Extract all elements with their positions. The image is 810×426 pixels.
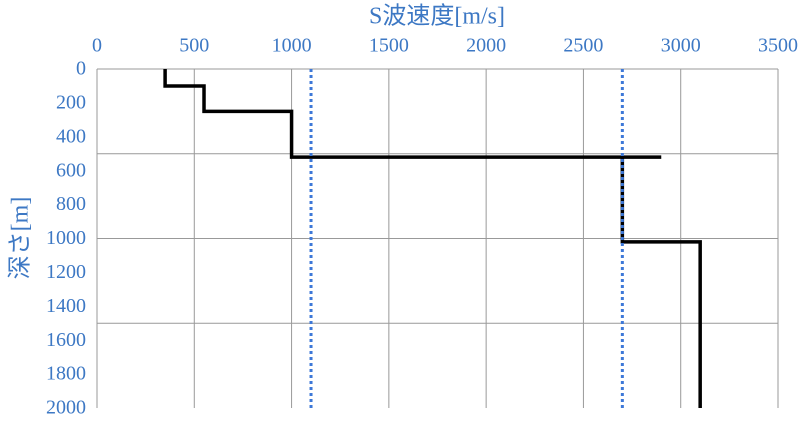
y-tick-label: 1400 (46, 295, 86, 317)
y-tick-label: 1200 (46, 261, 86, 283)
x-tick-label: 3500 (758, 35, 798, 57)
x-tick-label: 1000 (272, 35, 312, 57)
y-tick-label: 1800 (46, 363, 86, 385)
y-axis-title: 深さ[m] (7, 197, 34, 280)
x-tick-label: 2000 (466, 35, 506, 57)
x-tick-label: 0 (92, 35, 102, 57)
y-tick-label: 800 (56, 193, 86, 215)
y-tick-label: 600 (56, 159, 86, 181)
y-tick-label: 400 (56, 125, 86, 147)
x-axis-title: S波速度[m/s] (369, 3, 505, 30)
y-tick-label: 0 (76, 58, 86, 80)
x-tick-label: 500 (179, 35, 209, 57)
x-tick-label: 3000 (661, 35, 701, 57)
y-tick-label: 1000 (46, 227, 86, 249)
x-tick-label: 2500 (563, 35, 603, 57)
y-tick-label: 2000 (46, 397, 86, 419)
y-tick-label: 200 (56, 91, 86, 113)
data-line (163, 69, 702, 408)
y-tick-label: 1600 (46, 329, 86, 351)
x-tick-label: 1500 (369, 35, 409, 57)
